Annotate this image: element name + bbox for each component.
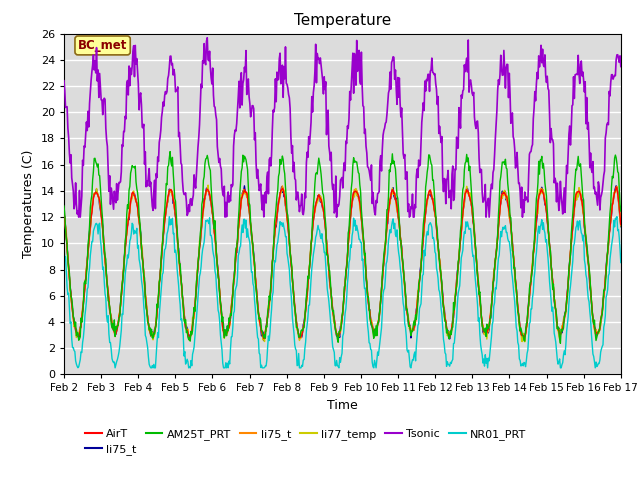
Title: Temperature: Temperature (294, 13, 391, 28)
X-axis label: Time: Time (327, 399, 358, 412)
Y-axis label: Temperatures (C): Temperatures (C) (22, 150, 35, 258)
Legend: AirT, li75_t, AM25T_PRT, li75_t, li77_temp, Tsonic, NR01_PRT: AirT, li75_t, AM25T_PRT, li75_t, li77_te… (81, 424, 531, 460)
Text: BC_met: BC_met (78, 39, 127, 52)
